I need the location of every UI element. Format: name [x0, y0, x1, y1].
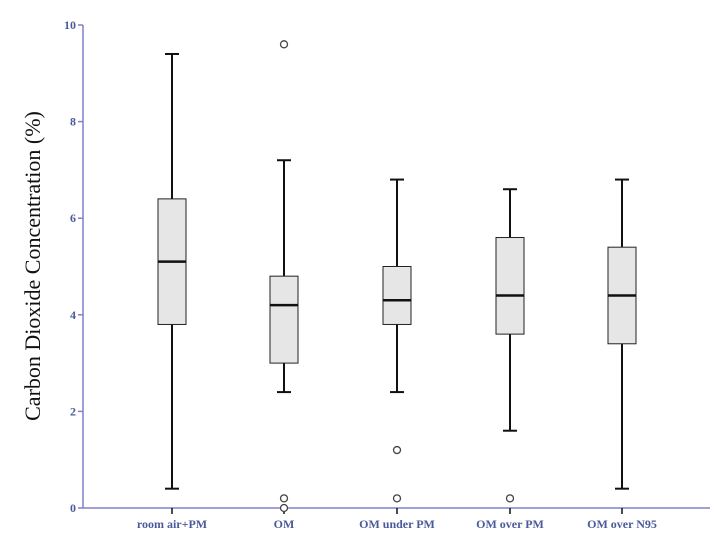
outlier-point	[279, 494, 289, 503]
iqr-box	[382, 266, 412, 325]
y-tick-label: 6	[70, 211, 76, 225]
box-group-om-over-pm	[495, 188, 525, 503]
outlier-point	[279, 503, 289, 513]
y-tick-label: 10	[64, 18, 76, 32]
y-tick-label: 8	[70, 115, 76, 129]
box-group-om-over-n95	[607, 178, 637, 490]
outlier-point	[392, 494, 402, 503]
x-tick-label: OM	[274, 517, 295, 531]
outlier-point	[392, 445, 402, 455]
x-tick-label: room air+PM	[137, 517, 207, 531]
outlier-point	[505, 494, 515, 503]
y-tick-label: 0	[70, 501, 76, 515]
iqr-box	[269, 275, 299, 364]
box-group-om-under-pm	[382, 178, 412, 503]
x-tick-label: OM under PM	[359, 517, 435, 531]
x-tick-label: OM over PM	[476, 517, 544, 531]
y-tick-label: 2	[70, 404, 76, 418]
x-tick-label: OM over N95	[587, 517, 657, 531]
iqr-box	[495, 237, 525, 335]
box-group-om	[269, 40, 299, 513]
box-group-room-air-pm	[157, 52, 187, 490]
y-tick-label: 4	[70, 308, 76, 322]
y-axis-label: Carbon Dioxide Concentration (%)	[20, 111, 45, 421]
outlier-point	[279, 40, 289, 49]
